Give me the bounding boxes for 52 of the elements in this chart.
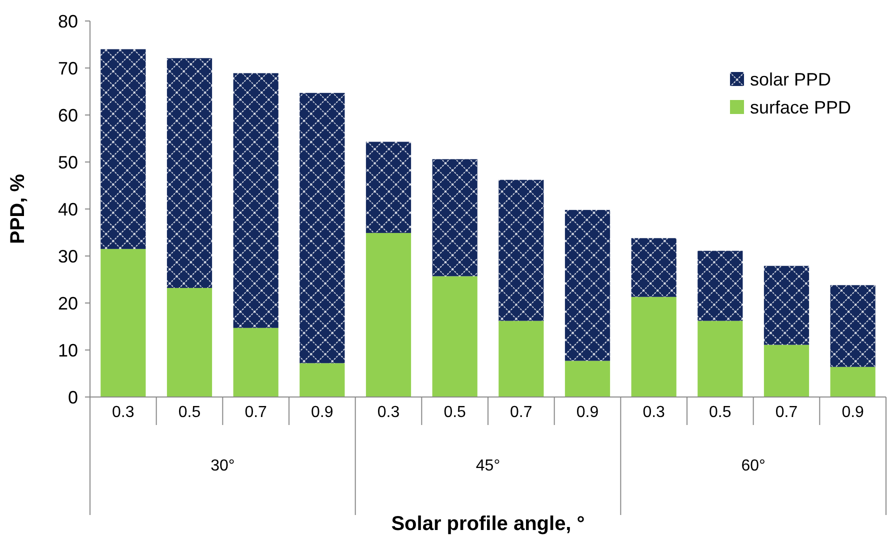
- bar: [300, 363, 345, 397]
- x-tick-label: 0.3: [642, 404, 666, 422]
- bar: [830, 366, 876, 397]
- bar: [564, 360, 610, 397]
- bar: [233, 328, 278, 397]
- legend-label: solar PPD: [750, 69, 832, 90]
- x-axis-title: Solar profile angle, °: [391, 513, 585, 535]
- legend-label: surface PPD: [750, 97, 852, 118]
- x-tick-label: 0.5: [444, 404, 466, 422]
- bar: [432, 159, 478, 276]
- y-tick-label: 10: [58, 340, 78, 360]
- x-tick-label: 0.5: [178, 404, 201, 422]
- bar: [100, 248, 146, 397]
- bar: [764, 344, 810, 397]
- bar: [631, 296, 676, 397]
- bar: [698, 250, 743, 321]
- y-tick-label: 50: [58, 152, 78, 172]
- bar: [300, 92, 345, 364]
- bar: [233, 73, 278, 328]
- x-tick-label: 0.5: [709, 404, 732, 422]
- x-tick-label: 0.9: [311, 404, 334, 422]
- y-axis-title: PPD, %: [7, 174, 29, 244]
- bar: [366, 142, 412, 233]
- y-tick-label: 20: [58, 293, 78, 314]
- y-tick-label: 70: [58, 58, 78, 78]
- bar: [498, 180, 544, 321]
- y-tick-label: 0: [68, 387, 78, 408]
- bar: [166, 58, 212, 288]
- x-tick-label: 0.7: [510, 404, 532, 422]
- x-tick-label: 0.7: [775, 404, 798, 422]
- x-tick-label: 0.3: [377, 404, 400, 422]
- y-tick-label: 60: [58, 105, 78, 126]
- text: 45°: [476, 458, 500, 475]
- bar: [498, 320, 544, 397]
- bar: [631, 238, 676, 297]
- bar: [432, 276, 478, 397]
- bar: [166, 288, 212, 397]
- y-tick-label: 80: [58, 11, 78, 32]
- text: 30°: [210, 458, 235, 475]
- bar: [830, 285, 876, 367]
- bar: [100, 49, 146, 249]
- bar: [764, 266, 810, 345]
- text: 60°: [741, 458, 766, 475]
- bar: [564, 210, 610, 361]
- x-tick-label: 0.7: [244, 404, 268, 422]
- x-tick-label: 0.3: [112, 404, 134, 422]
- bar: [698, 320, 743, 397]
- y-tick-label: 40: [58, 199, 78, 220]
- x-tick-label: 0.9: [576, 404, 599, 422]
- bar: [366, 232, 412, 397]
- x-tick-label: 0.9: [842, 404, 864, 422]
- y-tick-label: 30: [58, 246, 78, 266]
